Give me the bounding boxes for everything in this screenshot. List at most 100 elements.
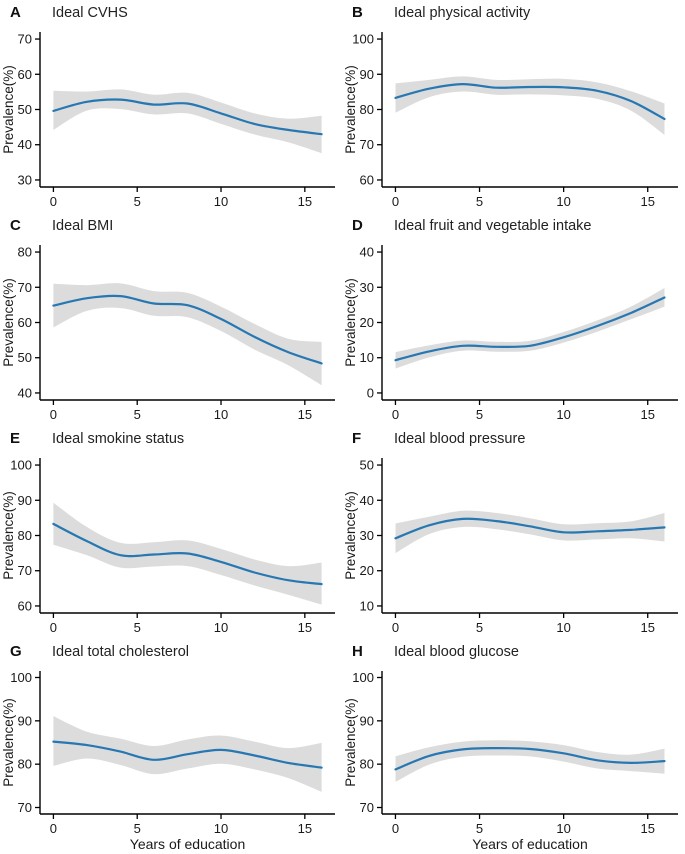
- y-axis-label: Prevalence(%): [1, 278, 16, 367]
- x-tick-label: 0: [50, 407, 57, 422]
- x-tick-label: 0: [392, 821, 399, 836]
- y-axis-label: Prevalence(%): [343, 65, 358, 154]
- plot-ideal-physical-activity: 60 70 80 90 100 0 5 10 15 Prevalence(%): [343, 32, 678, 209]
- x-tick-label: 10: [214, 194, 228, 209]
- panel-title-ideal-total-cholesterol: Ideal total cholesterol: [52, 644, 190, 660]
- x-axis-label: Years of education: [472, 836, 587, 852]
- y-tick-label: 100: [10, 458, 32, 473]
- x-tick-label: 15: [298, 407, 312, 422]
- panel-g: G Ideal total cholesterol 70 80 90 100 0 5 10 1…: [0, 639, 342, 854]
- y-tick-label: 50: [18, 102, 32, 117]
- x-tick-label: 15: [640, 821, 654, 836]
- panel-letter-f: F: [352, 430, 362, 447]
- x-tick-label: 5: [134, 620, 141, 635]
- x-tick-label: 5: [476, 194, 483, 209]
- x-tick-label: 5: [134, 194, 141, 209]
- y-tick-label: 10: [360, 598, 374, 613]
- trend-line: [394, 746, 666, 771]
- y-tick-label: 40: [360, 245, 374, 260]
- y-axis-label: Prevalence(%): [1, 65, 16, 154]
- y-tick-label: 90: [360, 67, 374, 82]
- panel-c: C Ideal BMI 40 50 60 70 80 0 5 10 15 Prevalence(%…: [0, 213, 342, 426]
- y-tick-label: 60: [360, 172, 374, 187]
- x-tick-label: 15: [298, 821, 312, 836]
- y-tick-label: 20: [360, 315, 374, 330]
- plot-ideal-bmi: 40 50 60 70 80 0 5 10 15 Prevalence(%): [1, 245, 335, 422]
- x-tick-label: 10: [214, 821, 228, 836]
- y-tick-label: 70: [18, 563, 32, 578]
- panel-letter-h: H: [352, 643, 363, 660]
- y-tick-label: 70: [360, 800, 374, 815]
- x-tick-label: 15: [298, 620, 312, 635]
- y-tick-label: 10: [360, 350, 374, 365]
- x-tick-label: 5: [476, 407, 483, 422]
- y-tick-label: 80: [18, 757, 32, 772]
- panel-title-ideal-blood-glucose: Ideal blood glucose: [394, 644, 519, 660]
- panel-e: E Ideal smokine status 60 70 80 90 100 0 5 10 15…: [0, 426, 342, 639]
- panel-title-ideal-bmi: Ideal BMI: [52, 218, 114, 234]
- x-axis-label: Years of education: [130, 836, 245, 852]
- y-tick-label: 80: [360, 757, 374, 772]
- x-tick-label: 15: [298, 194, 312, 209]
- confidence-band: [395, 288, 665, 369]
- y-tick-label: 40: [18, 385, 32, 400]
- x-tick-label: 15: [640, 407, 654, 422]
- x-tick-label: 0: [50, 194, 57, 209]
- x-tick-label: 10: [556, 821, 570, 836]
- y-tick-label: 30: [18, 172, 32, 187]
- x-tick-label: 10: [214, 620, 228, 635]
- panel-letter-a: A: [10, 4, 21, 21]
- plot-ideal-blood-glucose: 70 80 90 100 0 5 10 15 Prevalence(%) Years of edu…: [343, 670, 678, 852]
- x-tick-label: 0: [392, 407, 399, 422]
- y-tick-label: 80: [18, 528, 32, 543]
- y-tick-label: 60: [18, 67, 32, 82]
- y-tick-label: 50: [18, 350, 32, 365]
- panel-letter-d: D: [352, 217, 363, 234]
- y-axis-label: Prevalence(%): [343, 278, 358, 367]
- panel-title-ideal-fruit-vegetable: Ideal fruit and vegetable intake: [394, 218, 592, 234]
- y-tick-label: 60: [18, 598, 32, 613]
- confidence-band: [53, 89, 322, 154]
- trend-line: [52, 98, 323, 136]
- trend-line: [394, 296, 666, 362]
- y-tick-label: 90: [18, 713, 32, 728]
- y-tick-label: 30: [360, 528, 374, 543]
- x-tick-label: 5: [134, 821, 141, 836]
- panel-f: F Ideal blood pressure 10 20 30 40 50 0 5 10 15 P…: [342, 426, 685, 639]
- y-tick-label: 50: [360, 458, 374, 473]
- y-tick-label: 40: [360, 493, 374, 508]
- panel-title-ideal-smoking-status: Ideal smokine status: [52, 431, 185, 447]
- x-tick-label: 5: [476, 821, 483, 836]
- plot-ideal-smoking-status: 60 70 80 90 100 0 5 10 15 Prevalence(%): [1, 458, 335, 635]
- y-axis-label: Prevalence(%): [343, 698, 358, 787]
- confidence-band: [395, 76, 665, 135]
- x-tick-label: 5: [476, 620, 483, 635]
- y-tick-label: 90: [18, 493, 32, 508]
- x-tick-label: 10: [556, 407, 570, 422]
- confidence-band: [53, 283, 322, 386]
- y-tick-label: 0: [367, 385, 374, 400]
- panel-letter-g: G: [10, 643, 22, 660]
- panel-h: H Ideal blood glucose 70 80 90 100 0 5 10 15 Pre…: [342, 639, 685, 854]
- trend-line: [394, 517, 666, 540]
- y-tick-label: 30: [360, 280, 374, 295]
- x-tick-label: 0: [392, 620, 399, 635]
- x-tick-label: 0: [50, 821, 57, 836]
- panel-d: D Ideal fruit and vegetable intake 0 10 20…: [342, 213, 685, 426]
- y-axis-label: Prevalence(%): [1, 491, 16, 580]
- confidence-band: [395, 510, 665, 554]
- trend-line: [394, 82, 666, 121]
- y-axis-label: Prevalence(%): [343, 491, 358, 580]
- y-tick-label: 70: [18, 800, 32, 815]
- y-tick-label: 40: [18, 137, 32, 152]
- trend-line: [52, 740, 323, 769]
- x-tick-label: 10: [214, 407, 228, 422]
- y-tick-label: 100: [10, 670, 32, 685]
- plot-ideal-fruit-vegetable: 0 10 20 30 40 0 5 10 15 Prevalence(%): [343, 245, 678, 422]
- trend-line: [52, 294, 323, 365]
- panel-letter-e: E: [10, 430, 21, 447]
- y-tick-label: 70: [360, 137, 374, 152]
- y-tick-label: 80: [360, 102, 374, 117]
- panel-title-ideal-blood-pressure: Ideal blood pressure: [394, 431, 526, 447]
